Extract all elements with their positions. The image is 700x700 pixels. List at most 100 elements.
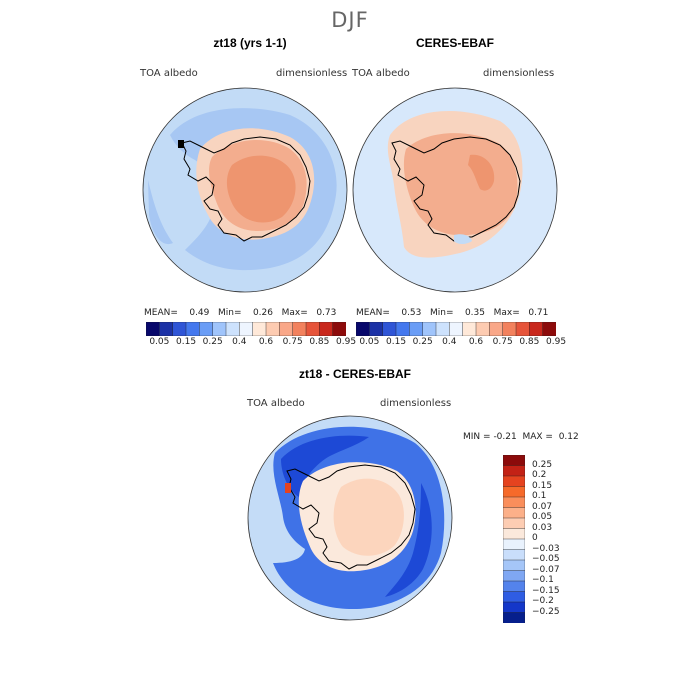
colorbar-swatch	[172, 322, 187, 336]
colorbar-swatch	[503, 538, 525, 551]
panel1-units-label: dimensionless	[276, 68, 348, 79]
colorbar-swatch	[356, 322, 370, 336]
panel2-units-label: dimensionless	[483, 68, 555, 79]
colorbar-swatch	[146, 322, 160, 336]
colorbar-tick-label: 0	[532, 533, 538, 543]
panel3-title: zt18 - CERES-EBAF	[298, 367, 411, 381]
colorbar-tick-label: −0.05	[532, 554, 560, 564]
colorbar-swatch	[503, 559, 525, 572]
colorbar-tick-label: 0.75	[282, 337, 303, 347]
panel1-polar-map	[142, 87, 348, 293]
panel3-units-label: dimensionless	[380, 398, 452, 409]
colorbar-swatch	[319, 322, 334, 336]
panel1-blue-patch	[148, 180, 173, 245]
colorbar-swatch	[225, 322, 240, 336]
colorbar-swatch	[489, 322, 504, 336]
colorbar-swatch	[503, 580, 525, 593]
panel1-stats: MEAN= 0.49 Min= 0.26 Max= 0.73	[144, 308, 337, 318]
panel2-ice-shelf-blue	[454, 234, 472, 244]
colorbar-swatch	[305, 322, 320, 336]
colorbar-tick-label: 0.05	[359, 337, 380, 347]
panel2-variable-label: TOA albedo	[352, 68, 410, 79]
colorbar-tick-label: 0.85	[309, 337, 330, 347]
panel3-colorbar	[503, 455, 525, 623]
panel2-polar-map	[352, 87, 558, 293]
panel3-colorbar-ticks: 0.25 0.2 0.15 0.1 0.07 0.05 0.03 0 −0.03 −0.05 −0.…	[530, 455, 590, 623]
colorbar-tick-label: 0.03	[532, 522, 553, 533]
colorbar-tick-label: 0.4	[442, 337, 457, 347]
colorbar-swatch	[503, 486, 525, 498]
colorbar-swatch	[239, 322, 254, 336]
panel2-stats: MEAN= 0.53 Min= 0.35 Max= 0.71	[356, 308, 549, 318]
colorbar-swatch	[502, 322, 517, 336]
panel1-colorbar	[146, 322, 346, 336]
colorbar-swatch	[382, 322, 397, 336]
colorbar-swatch	[503, 601, 525, 614]
colorbar-swatch	[542, 322, 556, 336]
colorbar-tick-label: 0.75	[492, 337, 513, 347]
panel3-polar-map	[247, 415, 453, 621]
colorbar-swatch	[475, 322, 490, 336]
colorbar-tick-label: 0.25	[202, 337, 223, 347]
colorbar-tick-label: 0.25	[412, 337, 433, 347]
panel2-colorbar-ticks: 0.05 0.15 0.25 0.4 0.6 0.75 0.85 0.95	[356, 337, 566, 349]
colorbar-swatch	[503, 465, 525, 477]
panel3-positive-spot	[285, 483, 291, 493]
colorbar-tick-label: 0.07	[532, 501, 553, 512]
colorbar-tick-label: 0.6	[468, 337, 484, 347]
colorbar-tick-label: 0.95	[546, 337, 567, 347]
colorbar-swatch	[199, 322, 214, 336]
colorbar-swatch	[252, 322, 267, 336]
colorbar-swatch	[503, 612, 525, 623]
colorbar-swatch	[265, 322, 280, 336]
panel3-variable-label: TOA albedo	[247, 398, 305, 409]
panel3-stats: MIN = -0.21 MAX = 0.12	[463, 432, 579, 442]
colorbar-swatch	[422, 322, 437, 336]
panel1-variable-label: TOA albedo	[140, 68, 198, 79]
panel2-title: CERES-EBAF	[415, 36, 494, 50]
colorbar-swatch	[503, 507, 525, 519]
panel1-colorbar-ticks: 0.05 0.15 0.25 0.4 0.6 0.75 0.85 0.95	[146, 337, 356, 349]
colorbar-tick-label: 0.05	[532, 512, 553, 522]
panel2-coastline	[391, 136, 521, 242]
colorbar-swatch	[185, 322, 200, 336]
colorbar-tick-label: 0.95	[336, 337, 357, 347]
colorbar-swatch	[279, 322, 294, 336]
colorbar-tick-label: 0.2	[532, 470, 547, 480]
colorbar-swatch	[369, 322, 384, 336]
colorbar-tick-label: 0.05	[149, 337, 170, 347]
colorbar-swatch	[462, 322, 477, 336]
colorbar-swatch	[292, 322, 307, 336]
colorbar-swatch	[529, 322, 544, 336]
panel1-plateau-field	[226, 155, 296, 223]
panel1-peninsula-tip	[178, 140, 184, 148]
colorbar-swatch	[435, 322, 450, 336]
panel1-title: zt18 (yrs 1-1)	[213, 36, 287, 50]
colorbar-swatch	[449, 322, 464, 336]
colorbar-tick-label: −0.1	[532, 575, 554, 585]
colorbar-swatch	[503, 517, 525, 530]
panel3-strong-negative-east	[385, 483, 432, 597]
colorbar-swatch	[395, 322, 410, 336]
colorbar-swatch	[159, 322, 174, 336]
panel2-colorbar	[356, 322, 556, 336]
panel3-map-border	[247, 415, 453, 621]
colorbar-swatch	[212, 322, 227, 336]
colorbar-tick-label: 0.1	[532, 491, 547, 501]
colorbar-swatch	[503, 570, 525, 582]
colorbar-tick-label: 0.25	[532, 459, 553, 470]
colorbar-swatch	[515, 322, 530, 336]
colorbar-swatch	[503, 549, 525, 561]
colorbar-tick-label: −0.2	[532, 596, 554, 606]
colorbar-tick-label: −0.15	[532, 585, 560, 596]
panel2-plateau-ridge	[468, 154, 495, 191]
colorbar-swatch	[332, 322, 346, 336]
colorbar-swatch	[503, 455, 525, 467]
panel2-map-border	[352, 87, 558, 293]
season-title: DJF	[331, 8, 369, 32]
panel2-continent-field	[403, 133, 518, 236]
colorbar-tick-label: 0.6	[258, 337, 274, 347]
colorbar-swatch	[409, 322, 424, 336]
colorbar-tick-label: 0.85	[519, 337, 540, 347]
colorbar-tick-label: −0.25	[532, 606, 560, 617]
